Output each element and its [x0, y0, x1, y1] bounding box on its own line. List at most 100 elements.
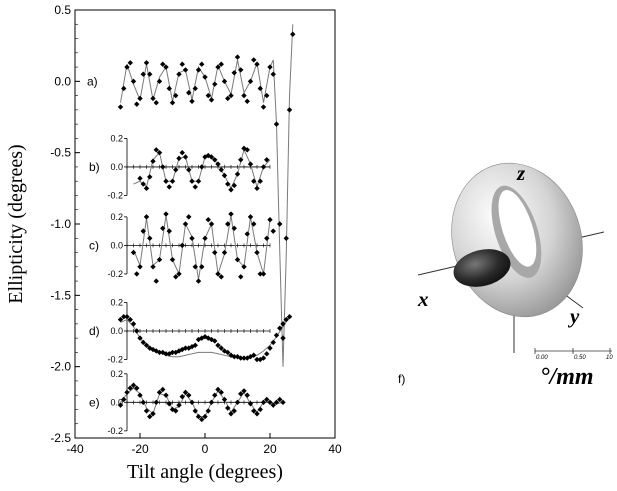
data-point [212, 392, 218, 398]
data-point [186, 167, 192, 173]
data-point [212, 81, 218, 87]
data-point [231, 70, 237, 76]
data-point [267, 217, 273, 223]
data-point [134, 271, 140, 277]
data-point [231, 225, 237, 231]
data-point [238, 355, 244, 361]
data-point [195, 278, 202, 284]
data-point [244, 98, 250, 105]
data-point [254, 61, 260, 67]
data-point [218, 61, 224, 67]
data-point [205, 335, 211, 341]
data-points [117, 31, 296, 423]
data-point [215, 161, 221, 167]
data-point [221, 348, 228, 354]
x-axis-3d-label: x [417, 287, 429, 311]
data-point [251, 221, 257, 227]
inset-y-tick-label: 0.2 [110, 133, 123, 143]
data-point [140, 228, 146, 234]
data-point [127, 60, 133, 66]
data-point [212, 249, 218, 256]
data-point [186, 90, 192, 96]
data-point [260, 355, 267, 361]
data-point [192, 184, 198, 190]
data-point [241, 264, 247, 270]
data-point [264, 351, 270, 357]
panel-label: b) [89, 160, 100, 174]
data-point [257, 271, 263, 277]
data-point [150, 158, 156, 164]
panel-insets: a) b) 0.2 0.0 -0.2 c) 0.2 0.0 -0.2 d) 0.2 0.0 -0.2 e)… [87, 74, 271, 436]
data-point [267, 64, 273, 70]
data-point [283, 235, 289, 241]
data-point [251, 408, 257, 414]
data-point [140, 399, 146, 406]
data-point [176, 155, 182, 162]
data-point [251, 352, 257, 358]
data-point [134, 328, 140, 334]
data-point [182, 67, 189, 73]
data-point [124, 389, 130, 396]
inset-y-tick-label: -0.2 [107, 355, 123, 365]
data-point [254, 249, 260, 256]
data-point [179, 242, 185, 249]
data-point [215, 386, 221, 393]
data-point [244, 392, 250, 398]
data-point [173, 274, 179, 280]
data-point [238, 67, 244, 73]
data-point [286, 314, 293, 320]
data-point [221, 78, 228, 85]
data-point [199, 335, 205, 341]
data-point [273, 332, 280, 338]
panel-label: e) [89, 395, 100, 409]
data-point [147, 413, 153, 420]
data-point [166, 85, 172, 92]
data-point [150, 264, 156, 270]
data-point [280, 321, 286, 327]
y-axis-3d-label: y [567, 304, 580, 328]
data-point [147, 235, 153, 241]
x-tick-label: 40 [328, 442, 342, 456]
data-point [117, 316, 124, 323]
data-point [260, 104, 267, 110]
data-point [127, 316, 133, 323]
data-point [241, 388, 247, 394]
data-point [212, 338, 218, 344]
data-point [251, 178, 257, 184]
lobe-left [453, 249, 511, 287]
data-point [163, 178, 169, 184]
data-point [277, 221, 283, 227]
data-point [231, 182, 237, 189]
data-point [231, 353, 237, 360]
data-point [244, 231, 250, 237]
data-point [199, 416, 205, 423]
data-point [277, 396, 283, 403]
data-point [208, 154, 215, 160]
y-tick-label: -2.5 [50, 431, 71, 445]
data-point [137, 95, 143, 102]
data-point [212, 157, 218, 163]
scale-tick-0: 0.00 [536, 355, 548, 361]
inset-y-tick-label: 0.0 [110, 326, 123, 336]
data-point [130, 382, 137, 388]
data-point [260, 164, 267, 170]
panel-label: c) [89, 238, 99, 252]
inset-y-tick-label: 0.0 [110, 240, 123, 250]
data-point [215, 342, 221, 348]
data-point [182, 345, 189, 351]
data-point [117, 402, 124, 408]
data-point [160, 61, 166, 67]
x-tick-label: -20 [131, 442, 149, 456]
data-point [192, 408, 198, 414]
data-point [225, 221, 231, 227]
data-point [199, 264, 205, 270]
data-point [121, 396, 127, 403]
inset-y-tick-label: -0.2 [107, 190, 123, 200]
data-point [137, 175, 143, 182]
data-point [234, 353, 241, 360]
data-point [160, 225, 166, 231]
data-point [189, 235, 195, 241]
data-point [228, 352, 234, 358]
data-point [160, 164, 166, 170]
data-point [153, 147, 159, 153]
